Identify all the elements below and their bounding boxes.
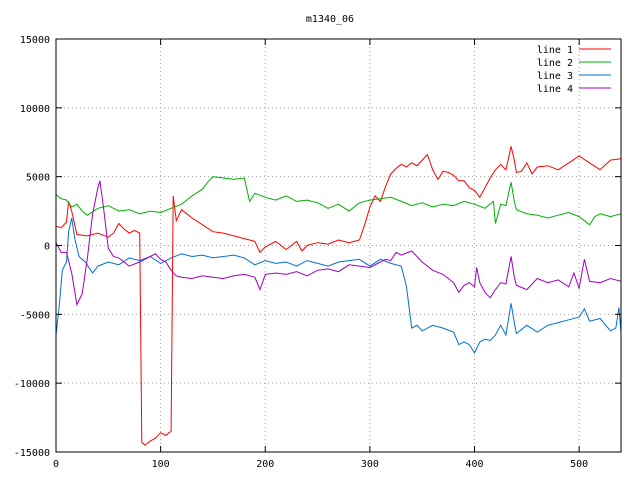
- x-tick-label: 200: [256, 459, 274, 470]
- legend-label: line 2: [537, 58, 573, 69]
- y-tick-label: -15000: [14, 448, 50, 459]
- x-tick-label: 0: [53, 459, 59, 470]
- axis-ticks: 0 100 200 300 400 500 -15000 -10000 -5000 0 5000 10…: [14, 35, 621, 470]
- x-tick-label: 300: [361, 459, 379, 470]
- series-line-3: [55, 217, 622, 354]
- legend-label: line 1: [537, 45, 573, 56]
- plot-area: [55, 146, 622, 446]
- x-tick-label: 500: [570, 459, 588, 470]
- legend-label: line 3: [537, 71, 573, 82]
- y-tick-label: 0: [44, 242, 50, 253]
- chart-title: m1340_06: [306, 14, 354, 25]
- y-tick-label: -5000: [20, 310, 50, 321]
- legend-label: line 4: [537, 84, 573, 95]
- y-tick-label: 15000: [20, 35, 50, 46]
- x-tick-label: 400: [465, 459, 483, 470]
- y-tick-label: -10000: [14, 379, 50, 390]
- grid: [56, 39, 621, 452]
- series-line-4: [55, 180, 622, 307]
- series-line-2: [55, 176, 622, 226]
- y-tick-label: 5000: [26, 173, 50, 184]
- y-tick-label: 10000: [20, 104, 50, 115]
- series-line-1: [55, 146, 622, 446]
- legend: line 1 line 2 line 3 line 4: [537, 45, 611, 95]
- x-tick-label: 100: [152, 459, 170, 470]
